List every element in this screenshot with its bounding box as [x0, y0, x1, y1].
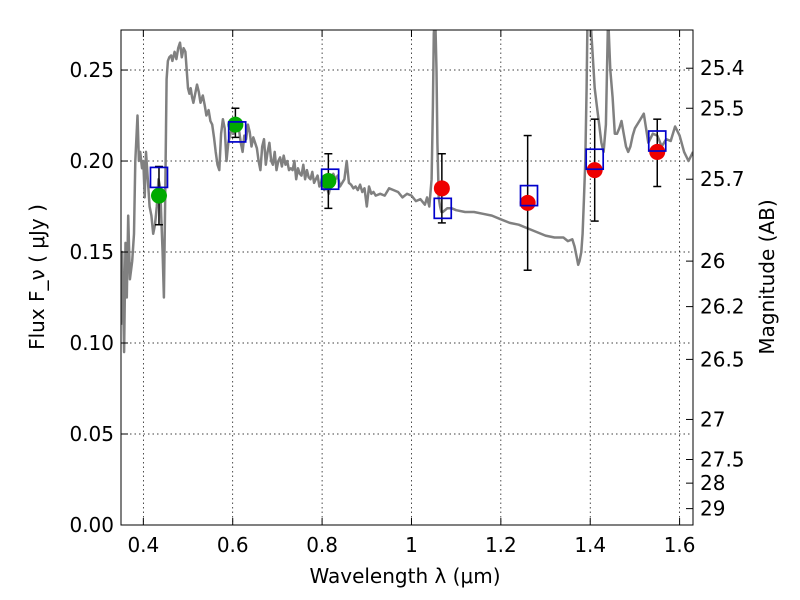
observed-point — [586, 162, 603, 179]
model-photometry-point — [647, 130, 667, 152]
y2-tick-label: 26.5 — [700, 347, 745, 371]
y-tick-label: 0.10 — [69, 331, 114, 355]
y2-tick-label: 26.2 — [700, 295, 745, 319]
x-axis-label: Wavelength λ (μm) — [309, 564, 500, 588]
observed-point — [519, 194, 536, 211]
model-photometry-point — [585, 148, 605, 171]
model-photometry-point — [433, 197, 453, 220]
model-photometry-point — [149, 166, 169, 189]
observed-point — [320, 173, 337, 190]
model-photometry-point — [519, 184, 539, 207]
x-tick-label: 0.6 — [217, 533, 249, 557]
x-tick-label: 0.4 — [127, 533, 159, 557]
y2-tick-label: 25.5 — [700, 96, 745, 120]
observed-points — [150, 116, 666, 211]
observed-point — [649, 143, 666, 160]
model-sed-curve — [121, 30, 693, 354]
y2-axis-label: Magnitude (AB) — [755, 199, 779, 354]
x-tick-label: 0.8 — [306, 533, 338, 557]
y-axis-label: Flux F_ν ( μJy ) — [25, 204, 49, 350]
y2-tick-label: 26 — [700, 249, 725, 273]
ticks — [121, 30, 693, 526]
x-tick-label: 1.2 — [485, 533, 517, 557]
y-tick-label: 0.25 — [69, 58, 114, 82]
observed-point — [433, 180, 450, 197]
x-tick-label: 1.6 — [664, 533, 696, 557]
y-tick-labels: 0.00 0.05 0.10 0.15 0.20 0.25 — [69, 58, 114, 537]
plot-frame — [120, 29, 694, 526]
y2-tick-label: 25.7 — [700, 167, 745, 191]
observed-point — [227, 116, 244, 133]
x-tick-label: 1 — [405, 533, 418, 557]
model-photometry-point — [320, 168, 340, 191]
y2-tick-label: 27.5 — [700, 447, 745, 471]
model-photometry-points — [149, 121, 667, 220]
y2-tick-label: 28 — [700, 471, 725, 495]
y-tick-label: 0.05 — [69, 422, 114, 446]
x-tick-labels: 0.4 0.6 0.8 1 1.2 1.4 1.6 — [127, 533, 695, 557]
y2-tick-label: 27 — [700, 407, 725, 431]
y-tick-label: 0.20 — [69, 149, 114, 173]
y-tick-label: 0.00 — [69, 513, 114, 537]
y-tick-label: 0.15 — [69, 240, 114, 264]
y2-tick-label: 29 — [700, 497, 725, 521]
model-photometry-point — [227, 121, 247, 143]
observed-point — [150, 187, 167, 204]
y2-tick-label: 25.4 — [700, 56, 745, 80]
x-tick-label: 1.4 — [574, 533, 606, 557]
sed-line — [121, 30, 693, 354]
